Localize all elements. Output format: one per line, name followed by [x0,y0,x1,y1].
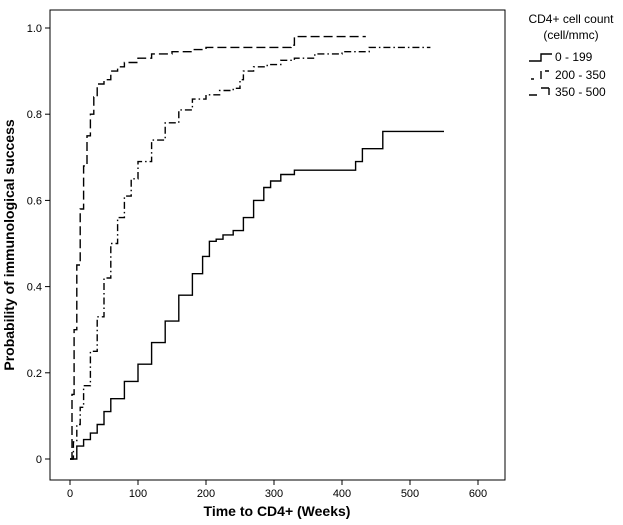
y-tick-label: 1.0 [27,23,42,35]
series-line-3 [70,35,366,460]
legend-entry-2: 200 - 350 [555,68,606,82]
x-axis-title: Time to CD4+ (Weeks) [204,503,351,519]
legend-swatch-solid [529,53,552,62]
legend-swatch-dashed [529,87,550,96]
y-tick-label: 0.6 [27,195,42,207]
legend-entry-3: 350 - 500 [555,85,606,99]
y-axis-title: Probability of immunological success [1,119,17,370]
legend-swatch-dash-dot [531,70,549,80]
x-tick-label: 100 [129,488,147,500]
x-tick-label: 200 [197,488,215,500]
legend-title-line2: (cell/mmc) [543,28,598,42]
y-tick-label: 0.8 [27,109,42,121]
legend-title-line1: CD4+ cell count [528,12,614,26]
x-tick-label: 300 [265,488,283,500]
series-line-1 [70,130,444,460]
y-tick-label: 0.4 [27,282,42,294]
x-tick-label: 400 [333,488,351,500]
x-axis-ticks: 0 100 200 300 400 500 600 [67,480,487,500]
y-axis-ticks: 0 0.2 0.4 0.6 0.8 1.0 [27,23,50,466]
plot-frame [49,9,506,481]
legend: CD4+ cell count (cell/mmc) 0 - 199 200 -… [528,12,614,99]
legend-entry-1: 0 - 199 [555,50,593,64]
y-tick-label: 0.2 [27,368,42,380]
x-tick-label: 0 [67,488,73,500]
x-tick-label: 500 [401,488,419,500]
series-layer [70,35,444,460]
x-tick-label: 600 [469,488,487,500]
series-line-2 [70,46,431,460]
y-tick-label: 0 [36,454,42,466]
